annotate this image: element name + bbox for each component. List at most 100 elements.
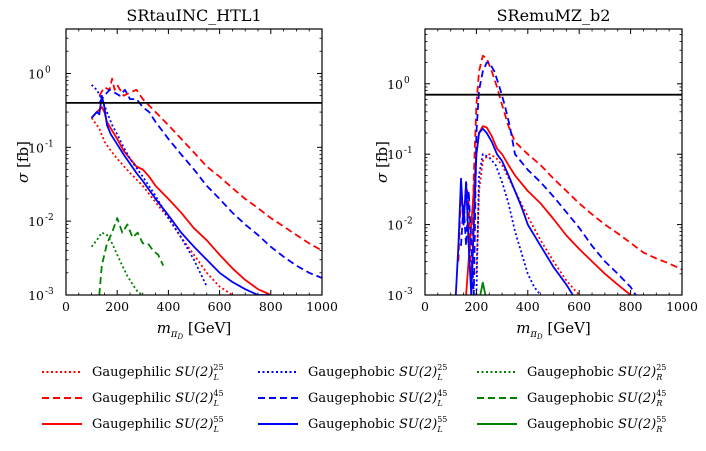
x-axis-subsubscript: D (536, 333, 543, 341)
legend-superscript: 25 (656, 363, 666, 372)
y-tick-label: 10 (387, 288, 403, 303)
x-tick-label: 400 (156, 299, 180, 314)
series-line (479, 281, 487, 295)
y-tick-exponent: 0 (45, 65, 51, 75)
series-line (454, 127, 574, 295)
legend-superscript: 55 (656, 415, 666, 424)
legend-subscript: R (655, 399, 662, 408)
legend-group: SU(2) (175, 365, 213, 380)
legend-prefix: Gaugephobic (527, 391, 618, 406)
legend-subscript: R (655, 425, 662, 434)
y-tick-label: 10 (28, 214, 44, 229)
y-tick-exponent: -3 (404, 287, 413, 297)
x-tick-label: 200 (464, 299, 488, 314)
series-line (98, 88, 322, 279)
series-group (454, 54, 682, 295)
legend-entry-label: Gaugephilic SU(2)55 L (92, 415, 224, 434)
legend-prefix: Gaugephobic (527, 365, 618, 380)
x-axis-subscript: π (529, 329, 537, 340)
x-tick-label: 0 (421, 299, 429, 314)
legend-subscript: R (655, 373, 662, 382)
legend-superscript: 45 (437, 389, 447, 398)
legend-entry-label: Gaugephobic SU(2)55 R (527, 415, 666, 434)
series-line (475, 153, 580, 295)
legend-entry-label: Gaugephobic SU(2)25 L (308, 363, 447, 382)
legend-superscript: 25 (213, 363, 223, 372)
series-line (460, 61, 637, 295)
legend-superscript: 55 (213, 415, 223, 424)
x-tick-label: 0 (62, 299, 70, 314)
legend-prefix: Gaugephilic (92, 417, 175, 432)
series-line (90, 94, 271, 295)
series-line (90, 231, 144, 295)
series-group (90, 77, 322, 295)
series-line (90, 106, 272, 295)
y-tick-exponent: -3 (45, 287, 54, 297)
y-tick-label: 10 (28, 288, 44, 303)
legend-subscript: L (436, 399, 442, 408)
legend-superscript: 45 (213, 389, 223, 398)
x-tick-label: 200 (105, 299, 129, 314)
legend-entry-label: Gaugephilic SU(2)45 L (92, 389, 224, 408)
y-tick-exponent: -2 (404, 217, 413, 227)
x-tick-label: 1000 (306, 299, 338, 314)
legend-prefix: Gaugephobic (527, 417, 618, 432)
y-axis-symbol: σ (14, 168, 32, 183)
x-axis-unit: [GeV] (183, 319, 231, 337)
x-axis-subscript: π (170, 329, 178, 340)
legend-entry-label: Gaugephobic SU(2)45 R (527, 389, 666, 408)
x-tick-label: 800 (619, 299, 643, 314)
y-tick-exponent: 0 (404, 76, 410, 86)
legend-group: SU(2) (399, 365, 437, 380)
x-tick-label: 800 (259, 299, 283, 314)
series-line (457, 54, 682, 295)
y-axis-label: σ [fb] (14, 141, 32, 183)
legend-prefix: Gaugephilic (92, 391, 175, 406)
y-axis-symbol: σ (373, 168, 391, 183)
y-tick-exponent: -2 (45, 213, 54, 223)
legend-group: SU(2) (175, 417, 213, 432)
legend-superscript: 25 (437, 363, 447, 372)
y-axis-unit: [fb] (14, 141, 32, 168)
legend-prefix: Gaugephobic (308, 391, 399, 406)
x-tick-label: 600 (567, 299, 591, 314)
y-tick-label: 10 (387, 77, 403, 92)
legend-entry-label: Gaugephobic SU(2)25 R (527, 363, 666, 382)
legend-entry-label: Gaugephobic SU(2)55 L (308, 415, 447, 434)
legend-group: SU(2) (618, 391, 656, 406)
series-line (90, 84, 208, 287)
x-axis-label: mπD [GeV] (516, 319, 591, 341)
y-tick-label: 10 (387, 218, 403, 233)
legend-subscript: L (213, 399, 219, 408)
x-axis-subsubscript: D (177, 333, 184, 341)
y-tick-exponent: -1 (45, 139, 54, 149)
x-axis-symbol: m (516, 319, 530, 337)
y-tick-label: 10 (28, 66, 44, 81)
legend-prefix: Gaugephilic (92, 365, 175, 380)
y-tick-exponent: -1 (404, 146, 413, 156)
legend: Gaugephilic SU(2)25 L Gaugephobic SU(2)25 L… (42, 363, 666, 434)
series-line (90, 117, 233, 295)
legend-entry-label: Gaugephobic SU(2)45 L (308, 389, 447, 408)
chart-title: SRemuMZ_b2 (497, 6, 611, 25)
x-axis-symbol: m (157, 319, 171, 337)
legend-entry-label: Gaugephilic SU(2)25 L (92, 363, 224, 382)
x-axis-unit: [GeV] (543, 319, 591, 337)
legend-prefix: Gaugephobic (308, 365, 399, 380)
x-tick-label: 600 (208, 299, 232, 314)
series-line (465, 125, 632, 295)
legend-group: SU(2) (175, 391, 213, 406)
legend-subscript: L (213, 425, 219, 434)
x-tick-label: 1000 (666, 299, 698, 314)
y-axis-label: σ [fb] (373, 141, 391, 183)
series-line (98, 77, 322, 252)
legend-superscript: 45 (656, 389, 666, 398)
x-axis-label: mπD [GeV] (157, 319, 232, 341)
x-tick-label: 400 (516, 299, 540, 314)
legend-group: SU(2) (618, 417, 656, 432)
y-tick-label: 10 (387, 147, 403, 162)
chart-title: SRtauINC_HTL1 (126, 6, 261, 25)
